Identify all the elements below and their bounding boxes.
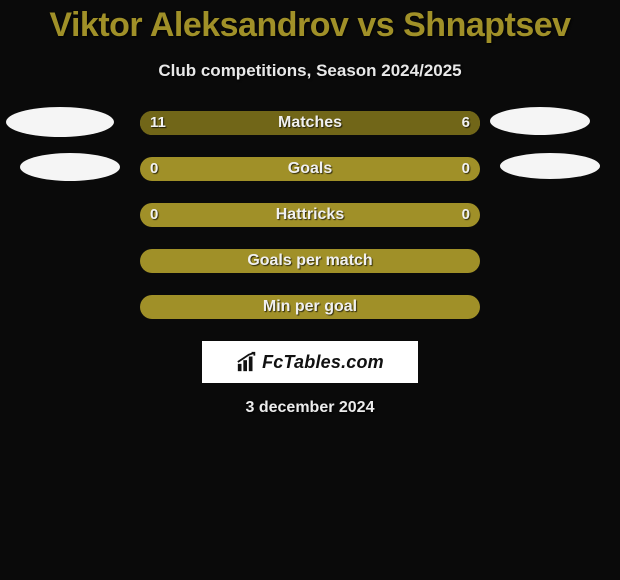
- metric-row: 0 Hattricks 0: [0, 203, 620, 227]
- brand-logo-icon: [236, 351, 258, 373]
- right-value: 0: [462, 203, 470, 227]
- right-value: 6: [462, 111, 470, 135]
- right-player-ellipse: [500, 153, 600, 179]
- right-player-ellipse: [490, 107, 590, 135]
- left-player-ellipse: [20, 153, 120, 181]
- left-player-ellipse: [6, 107, 114, 137]
- comparison-rows: 11 Matches 6 0 Goals 0 0 Hattricks 0 Goa…: [0, 111, 620, 319]
- metric-label: Goals per match: [140, 249, 480, 273]
- right-value: 0: [462, 157, 470, 181]
- metric-label: Goals: [140, 157, 480, 181]
- metric-row: 0 Goals 0: [0, 157, 620, 181]
- subtitle: Club competitions, Season 2024/2025: [0, 61, 620, 81]
- metric-row: Min per goal: [0, 295, 620, 319]
- brand-name: FcTables.com: [262, 352, 384, 373]
- metric-row: 11 Matches 6: [0, 111, 620, 135]
- metric-label: Matches: [140, 111, 480, 135]
- brand-box[interactable]: FcTables.com: [202, 341, 418, 383]
- metric-label: Hattricks: [140, 203, 480, 227]
- page-title: Viktor Aleksandrov vs Shnaptsev: [0, 0, 620, 45]
- metric-row: Goals per match: [0, 249, 620, 273]
- metric-label: Min per goal: [140, 295, 480, 319]
- date-text: 3 december 2024: [0, 399, 620, 417]
